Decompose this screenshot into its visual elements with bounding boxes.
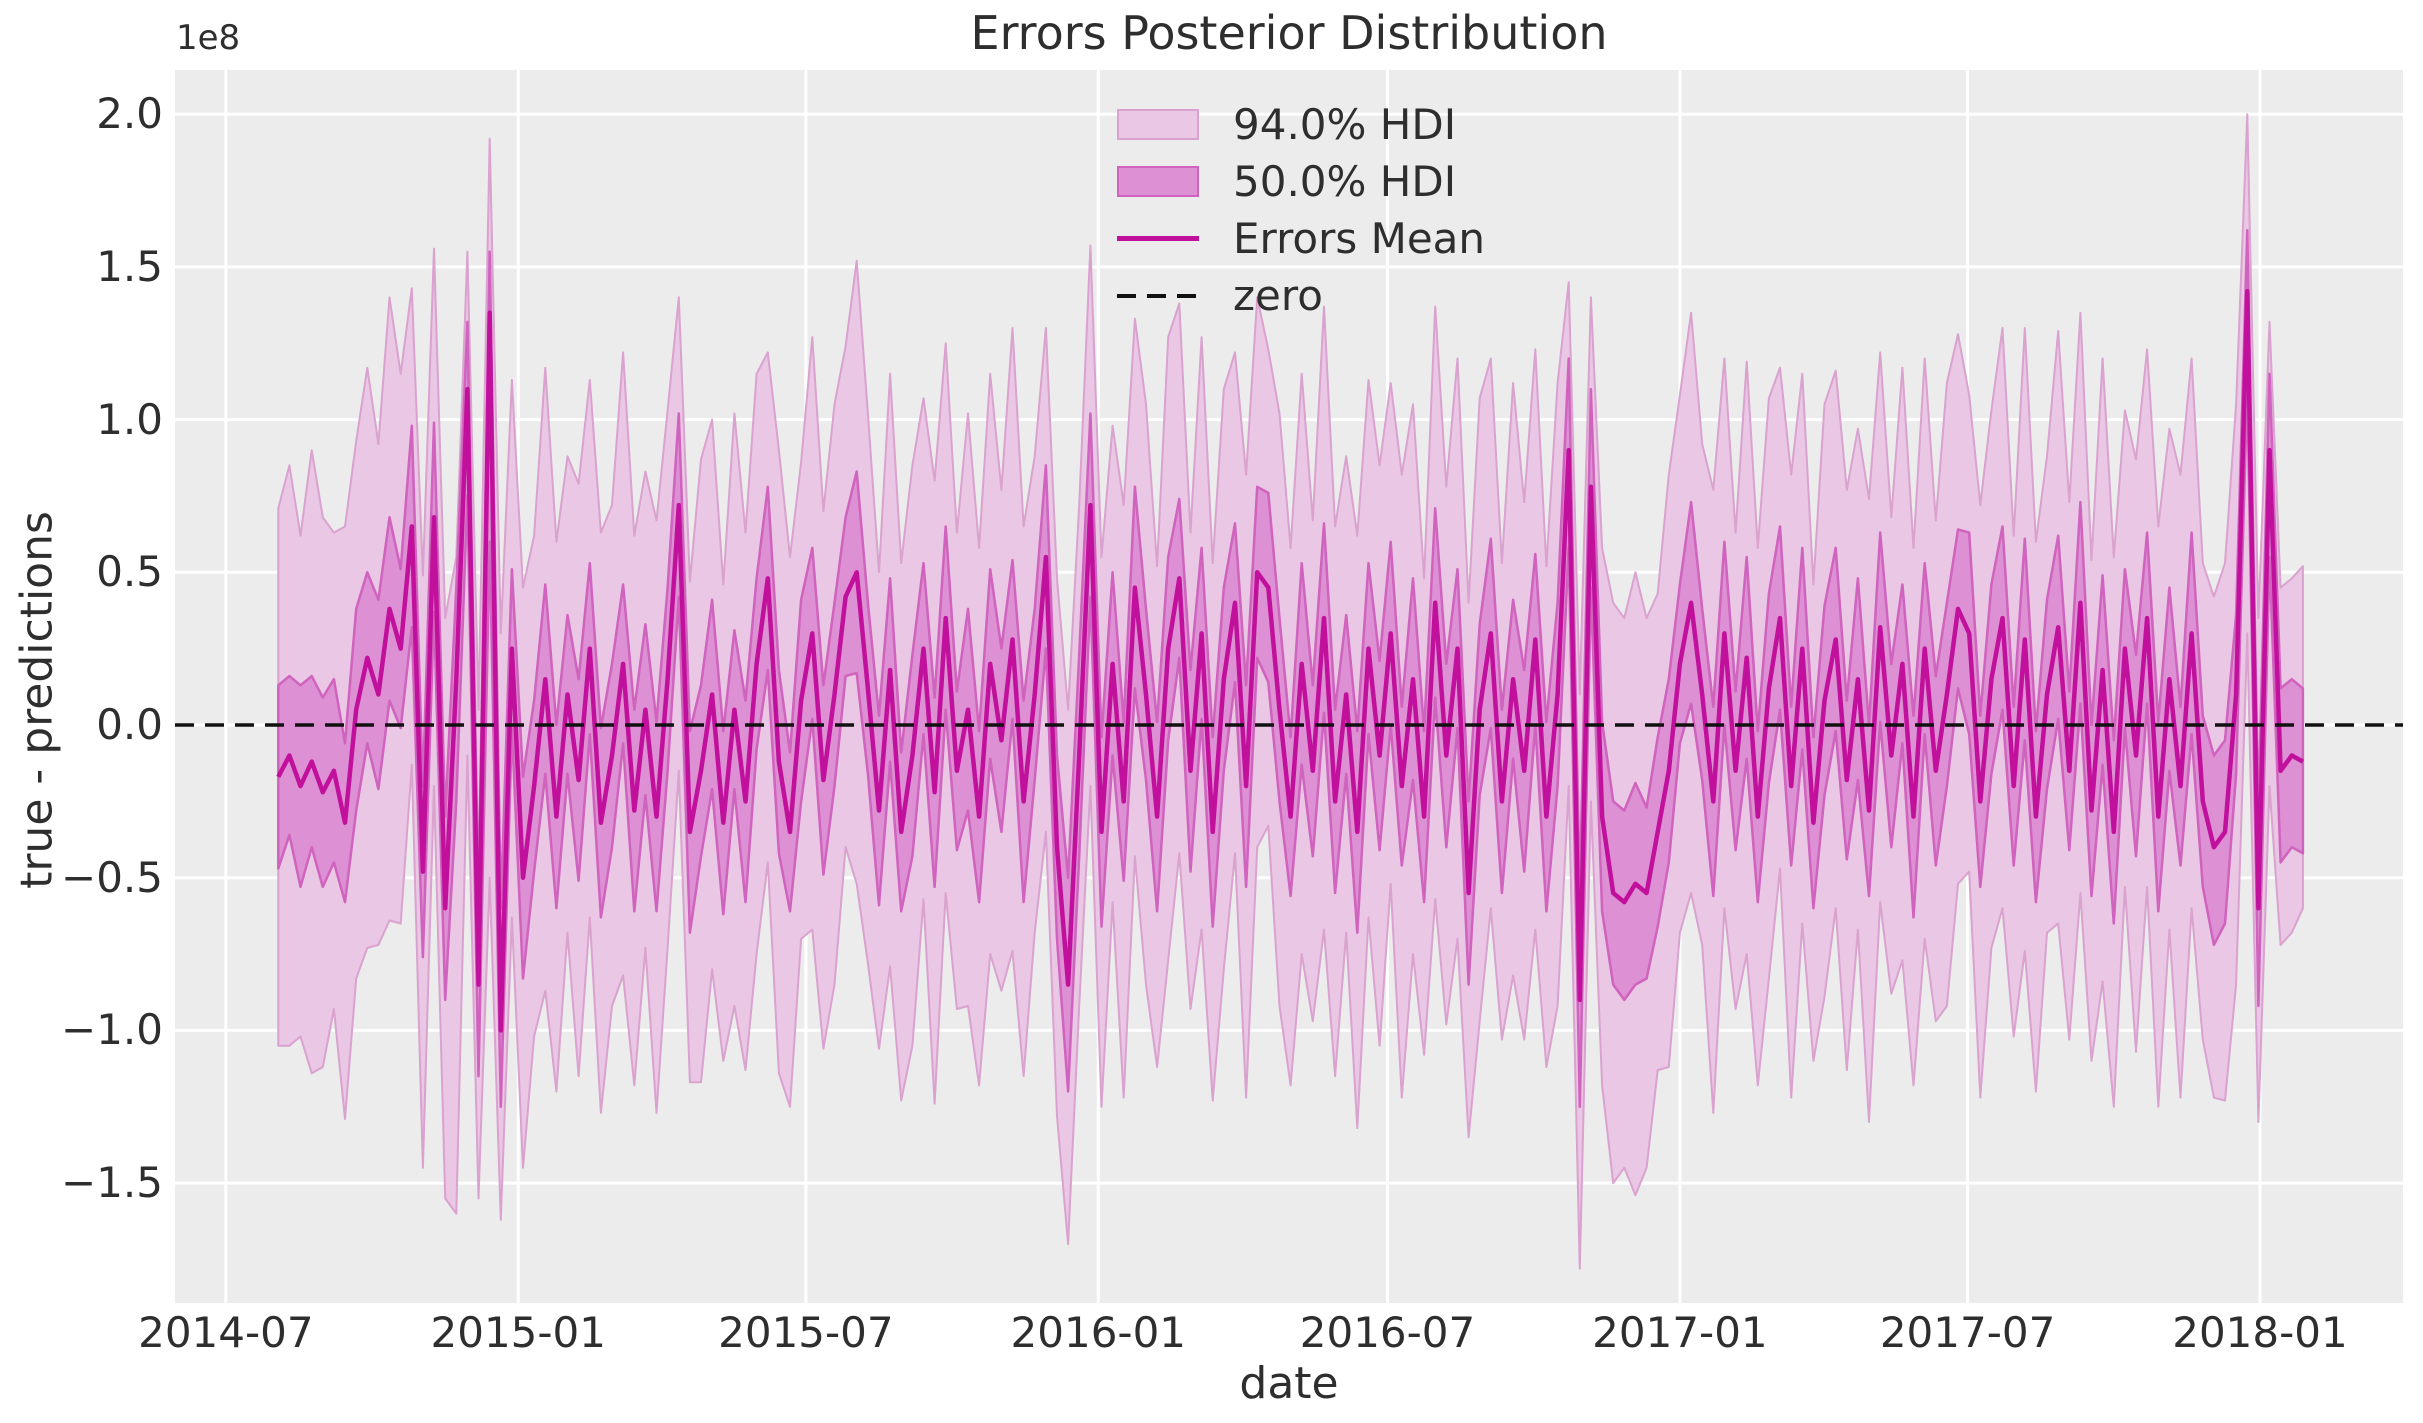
- series-layer: [276, 113, 2305, 1270]
- errors-mean-line: [276, 289, 2304, 1033]
- hdi94-band: [277, 113, 2304, 1270]
